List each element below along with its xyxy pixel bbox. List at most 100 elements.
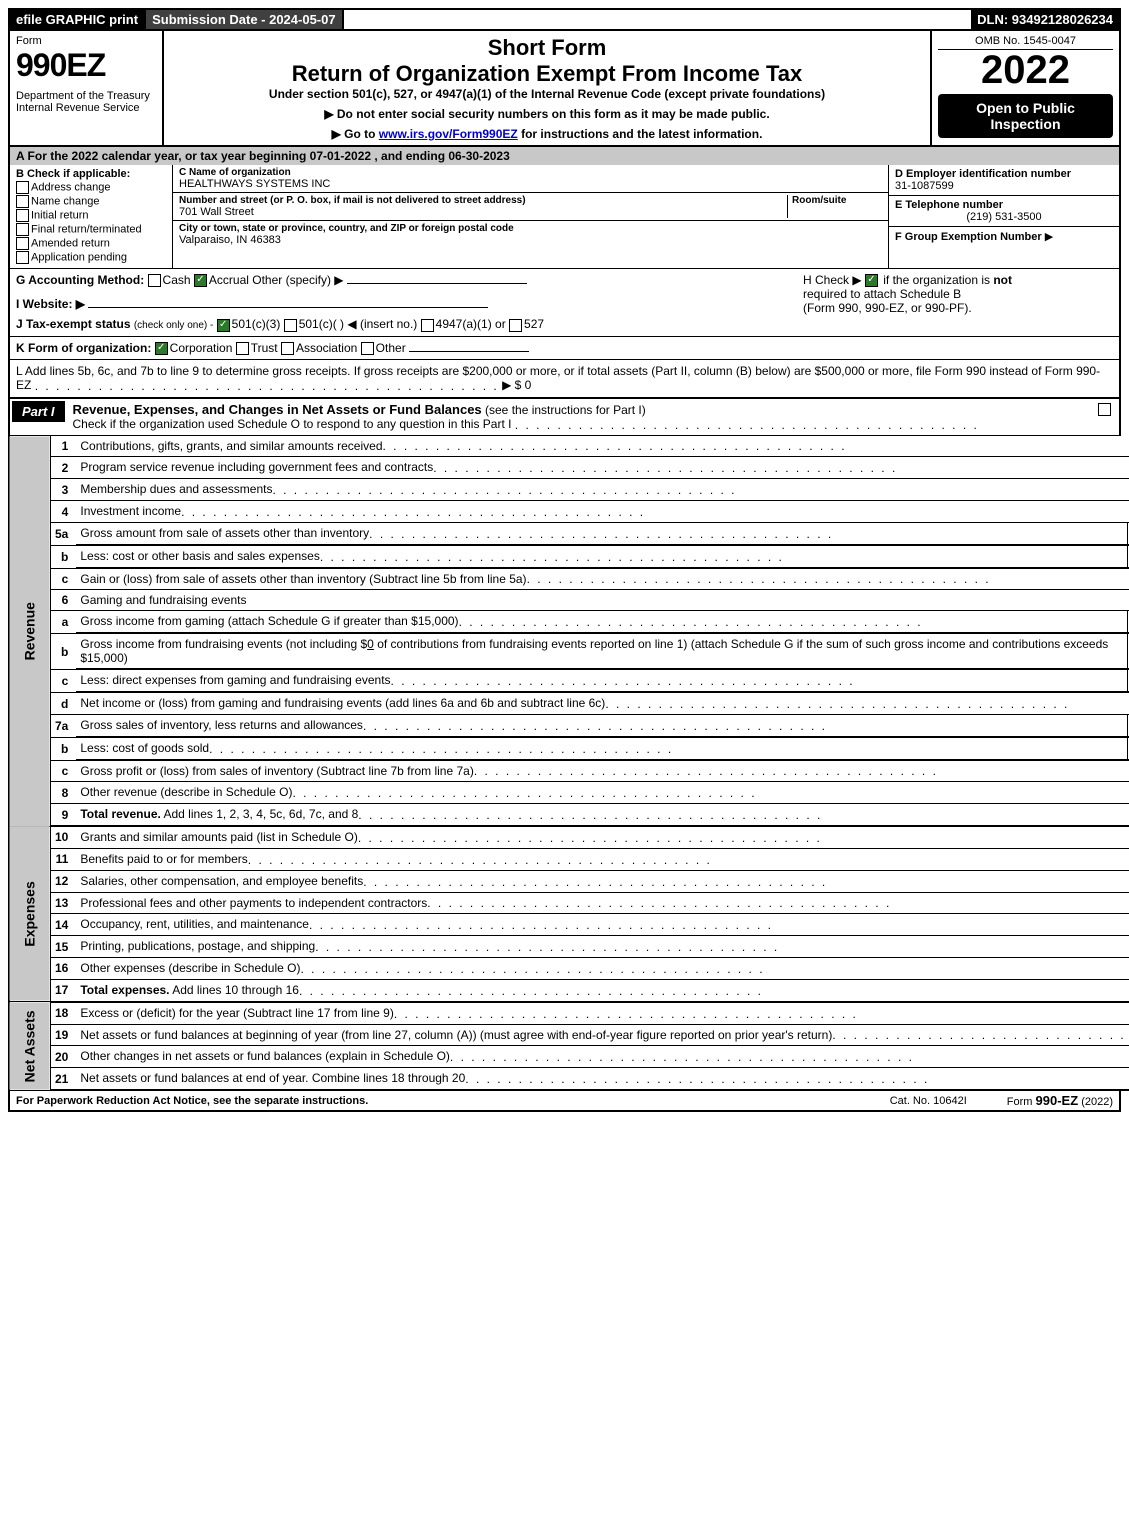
line-6: 6 Gaming and fundraising events (9, 590, 1129, 611)
cb-4947[interactable] (421, 319, 434, 332)
cb-address-change[interactable]: Address change (16, 181, 166, 194)
line-10: Expenses 10 Grants and similar amounts p… (9, 826, 1129, 848)
irs-link[interactable]: www.irs.gov/Form990EZ (379, 127, 518, 141)
org-city: Valparaiso, IN 46383 (179, 234, 882, 246)
d-ein-label: D Employer identification number (895, 168, 1113, 180)
header-right: OMB No. 1545-0047 2022 Open to Public In… (932, 31, 1119, 145)
cb-schedule-o[interactable] (1098, 403, 1111, 416)
line-13: 13Professional fees and other payments t… (9, 892, 1129, 914)
line-7c: c Gross profit or (loss) from sales of i… (9, 760, 1129, 782)
line-19: 19Net assets or fund balances at beginni… (9, 1024, 1129, 1046)
line-20: 20Other changes in net assets or fund ba… (9, 1046, 1129, 1068)
line-6c: c Less: direct expenses from gaming and … (9, 670, 1129, 693)
short-form-label: Short Form (172, 35, 922, 61)
cb-application-pending[interactable]: Application pending (16, 251, 166, 264)
form-label: Form (16, 35, 156, 47)
line-8: 8 Other revenue (describe in Schedule O)… (9, 782, 1129, 804)
c-room-label: Room/suite (792, 195, 882, 206)
row-l-gross-receipts: L Add lines 5b, 6c, and 7b to line 9 to … (8, 360, 1121, 399)
f-group-label: F Group Exemption Number (895, 231, 1042, 243)
line-16: 16Other expenses (describe in Schedule O… (9, 958, 1129, 980)
g-accounting: G Accounting Method: Cash ✓Accrual Other… (16, 273, 793, 287)
f-arrow-icon: ▶ (1045, 231, 1053, 243)
page-footer: For Paperwork Reduction Act Notice, see … (8, 1091, 1121, 1112)
line-15: 15Printing, publications, postage, and s… (9, 936, 1129, 958)
cb-accrual[interactable]: ✓ (194, 274, 207, 287)
submission-date: Submission Date - 2024-05-07 (146, 10, 344, 29)
row-a-tax-year: A For the 2022 calendar year, or tax yea… (8, 147, 1121, 165)
dln-label: DLN: 93492128026234 (971, 10, 1119, 29)
ein-value: 31-1087599 (895, 180, 1113, 192)
line-17: 17 Total expenses. Add lines 10 through … (9, 979, 1129, 1001)
cb-initial-return[interactable]: Initial return (16, 209, 166, 222)
cb-amended-return[interactable]: Amended return (16, 237, 166, 250)
cb-other-form[interactable] (361, 342, 374, 355)
phone-value: (219) 531-3500 (895, 211, 1113, 223)
netassets-side-label: Net Assets (9, 1002, 51, 1090)
efile-label[interactable]: efile GRAPHIC print (10, 10, 146, 29)
cb-name-change[interactable]: Name change (16, 195, 166, 208)
line-21: 21 Net assets or fund balances at end of… (9, 1068, 1129, 1090)
cb-final-return[interactable]: Final return/terminated (16, 223, 166, 236)
cb-cash[interactable] (148, 274, 161, 287)
cb-501c[interactable] (284, 319, 297, 332)
line-6b: b Gross income from fundraising events (… (9, 634, 1129, 670)
paperwork-notice: For Paperwork Reduction Act Notice, see … (16, 1095, 850, 1107)
e-phone-label: E Telephone number (895, 199, 1113, 211)
form-ref: Form 990-EZ (2022) (1007, 1093, 1113, 1108)
expenses-side-label: Expenses (9, 826, 51, 1002)
h-schedule-b: H Check ▶ ✓ if the organization is not r… (793, 273, 1113, 332)
part-i-table: Revenue 1 Contributions, gifts, grants, … (8, 436, 1129, 1091)
form-header: Form 990EZ Department of the Treasury In… (8, 31, 1121, 147)
header-left: Form 990EZ Department of the Treasury In… (10, 31, 164, 145)
row-ghij: G Accounting Method: Cash ✓Accrual Other… (8, 269, 1121, 337)
c-city-label: City or town, state or province, country… (179, 223, 882, 234)
col-def: D Employer identification number 31-1087… (889, 165, 1119, 268)
cb-schedule-b[interactable]: ✓ (865, 274, 878, 287)
cb-trust[interactable] (236, 342, 249, 355)
b-title: B Check if applicable: (16, 168, 166, 180)
goto-note: ▶ Go to www.irs.gov/Form990EZ for instru… (172, 127, 922, 141)
line-14: 14Occupancy, rent, utilities, and mainte… (9, 914, 1129, 936)
line-7a: 7a Gross sales of inventory, less return… (9, 714, 1129, 737)
form-number: 990EZ (16, 47, 156, 84)
cb-501c3[interactable]: ✓ (217, 319, 230, 332)
return-title: Return of Organization Exempt From Incom… (172, 61, 922, 87)
line-5c: c Gain or (loss) from sale of assets oth… (9, 568, 1129, 590)
j-tax-status: J Tax-exempt status (check only one) - ✓… (16, 317, 793, 331)
org-street: 701 Wall Street (179, 206, 787, 218)
cb-corporation[interactable]: ✓ (155, 342, 168, 355)
line-5b: b Less: cost or other basis and sales ex… (9, 545, 1129, 568)
line-2: 2 Program service revenue including gove… (9, 457, 1129, 479)
ssn-note: ▶ Do not enter social security numbers o… (172, 107, 922, 121)
part-i-title: Revenue, Expenses, and Changes in Net As… (67, 399, 1119, 435)
org-name: HEALTHWAYS SYSTEMS INC (179, 178, 882, 190)
row-k-org-form: K Form of organization: ✓Corporation Tru… (8, 337, 1121, 360)
revenue-side-label: Revenue (9, 436, 51, 826)
line-11: 11Benefits paid to or for members110 (9, 848, 1129, 870)
return-subtitle: Under section 501(c), 527, or 4947(a)(1)… (172, 87, 922, 101)
line-7b: b Less: cost of goods sold 7b 0 (9, 737, 1129, 760)
line-6d: d Net income or (loss) from gaming and f… (9, 693, 1129, 715)
cb-association[interactable] (281, 342, 294, 355)
department-label: Department of the Treasury Internal Reve… (16, 90, 156, 114)
col-c-org-info: C Name of organization HEALTHWAYS SYSTEM… (173, 165, 889, 268)
part-i-tab: Part I (12, 401, 65, 422)
line-3: 3 Membership dues and assessments 30 (9, 479, 1129, 501)
open-inspection-badge: Open to Public Inspection (938, 94, 1113, 138)
section-bcdef: B Check if applicable: Address change Na… (8, 165, 1121, 269)
line-1: Revenue 1 Contributions, gifts, grants, … (9, 436, 1129, 457)
c-name-label: C Name of organization (179, 167, 882, 178)
col-b-check-applicable: B Check if applicable: Address change Na… (10, 165, 173, 268)
cat-no: Cat. No. 10642I (850, 1095, 1007, 1107)
top-bar: efile GRAPHIC print Submission Date - 20… (8, 8, 1121, 31)
line-9: 9 Total revenue. Add lines 1, 2, 3, 4, 5… (9, 804, 1129, 826)
line-12: 12Salaries, other compensation, and empl… (9, 870, 1129, 892)
i-website: I Website: ▶ (16, 297, 793, 311)
cb-527[interactable] (509, 319, 522, 332)
c-street-label: Number and street (or P. O. box, if mail… (179, 195, 787, 206)
header-center: Short Form Return of Organization Exempt… (164, 31, 932, 145)
line-4: 4 Investment income 40 (9, 501, 1129, 523)
line-6a: a Gross income from gaming (attach Sched… (9, 611, 1129, 634)
tax-year: 2022 (938, 50, 1113, 90)
